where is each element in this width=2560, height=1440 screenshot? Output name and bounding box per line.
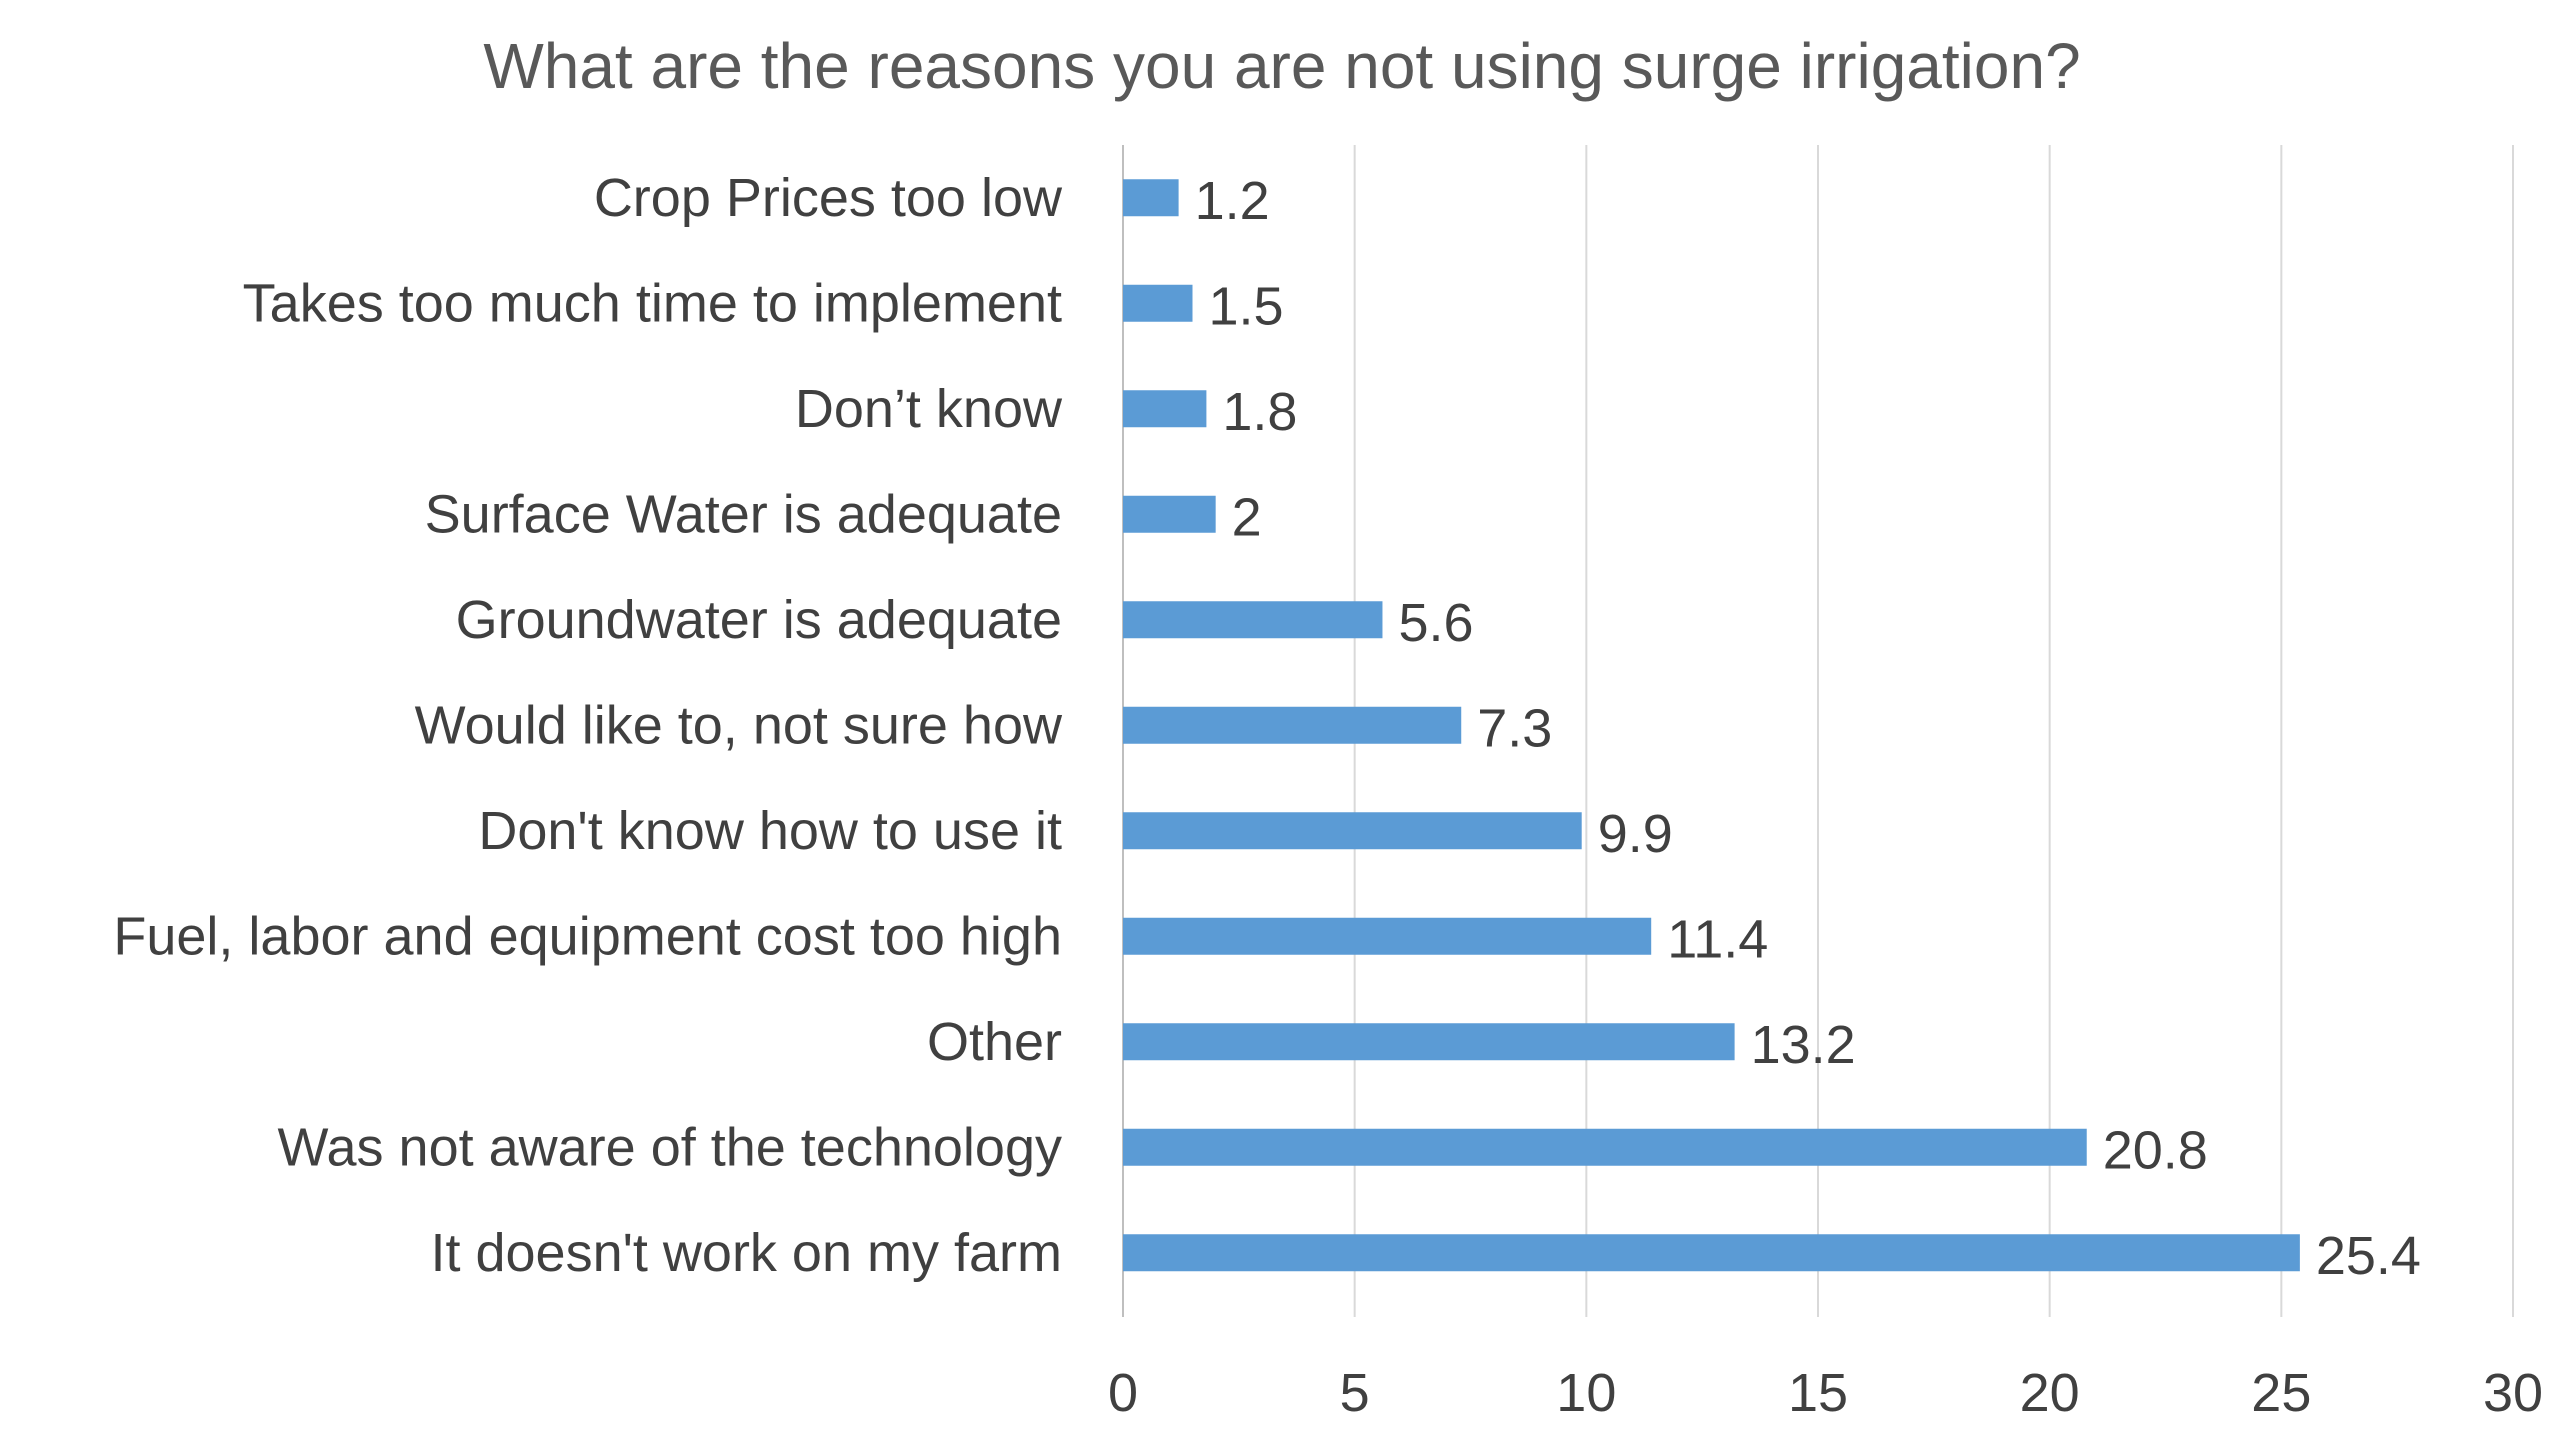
bar — [1123, 1128, 2087, 1166]
bars — [1123, 179, 2300, 1272]
category-label: It doesn't work on my farm — [430, 1223, 1062, 1283]
data-label: 7.3 — [1477, 698, 1552, 758]
category-label: Don’t know — [795, 379, 1063, 439]
category-label: Takes too much time to implement — [243, 273, 1062, 333]
data-label: 1.8 — [1222, 382, 1297, 442]
data-label: 11.4 — [1667, 909, 1768, 969]
bar — [1123, 390, 1207, 428]
data-label: 20.8 — [2103, 1120, 2208, 1180]
x-tick-label: 25 — [2251, 1363, 2311, 1423]
category-label: Don't know how to use it — [478, 801, 1062, 861]
gridlines — [1122, 145, 2514, 1317]
category-label: Surface Water is adequate — [425, 484, 1062, 544]
category-label: Other — [927, 1012, 1062, 1072]
chart-title: What are the reasons you are not using s… — [483, 30, 2080, 102]
category-label: Would like to, not sure how — [415, 695, 1063, 755]
x-tick-label: 10 — [1556, 1363, 1616, 1423]
x-tick-label: 0 — [1108, 1363, 1138, 1423]
category-label: Crop Prices too low — [594, 168, 1063, 228]
x-tick-label: 15 — [1788, 1363, 1848, 1423]
category-label: Was not aware of the technology — [278, 1117, 1062, 1177]
category-labels: Crop Prices too low Takes too much time t… — [113, 168, 1063, 1283]
x-tick-label: 5 — [1340, 1363, 1370, 1423]
data-label: 2 — [1232, 487, 1262, 547]
bar — [1123, 495, 1216, 533]
data-label: 1.2 — [1195, 171, 1270, 231]
data-label: 9.9 — [1598, 804, 1673, 864]
data-label: 5.6 — [1398, 593, 1473, 653]
data-label: 1.5 — [1209, 276, 1284, 336]
category-label: Groundwater is adequate — [456, 590, 1062, 650]
bar — [1123, 1023, 1735, 1061]
bar — [1123, 812, 1582, 850]
data-label: 25.4 — [2316, 1226, 2421, 1286]
x-axis-ticks: 0 5 10 15 20 25 30 — [1108, 1363, 2543, 1423]
bar — [1123, 179, 1179, 217]
data-label: 13.2 — [1751, 1015, 1856, 1075]
bar — [1123, 706, 1462, 744]
x-tick-label: 20 — [2020, 1363, 2080, 1423]
x-tick-label: 30 — [2483, 1363, 2543, 1423]
bar — [1123, 1234, 2300, 1272]
bar — [1123, 284, 1193, 322]
category-label: Fuel, labor and equipment cost too high — [113, 906, 1062, 966]
bar — [1123, 917, 1652, 955]
data-labels: 1.2 1.5 1.8 2 5.67.3 9.9 11.4 13.2 20.8 25.4 — [1195, 171, 2421, 1286]
bar — [1123, 601, 1383, 639]
